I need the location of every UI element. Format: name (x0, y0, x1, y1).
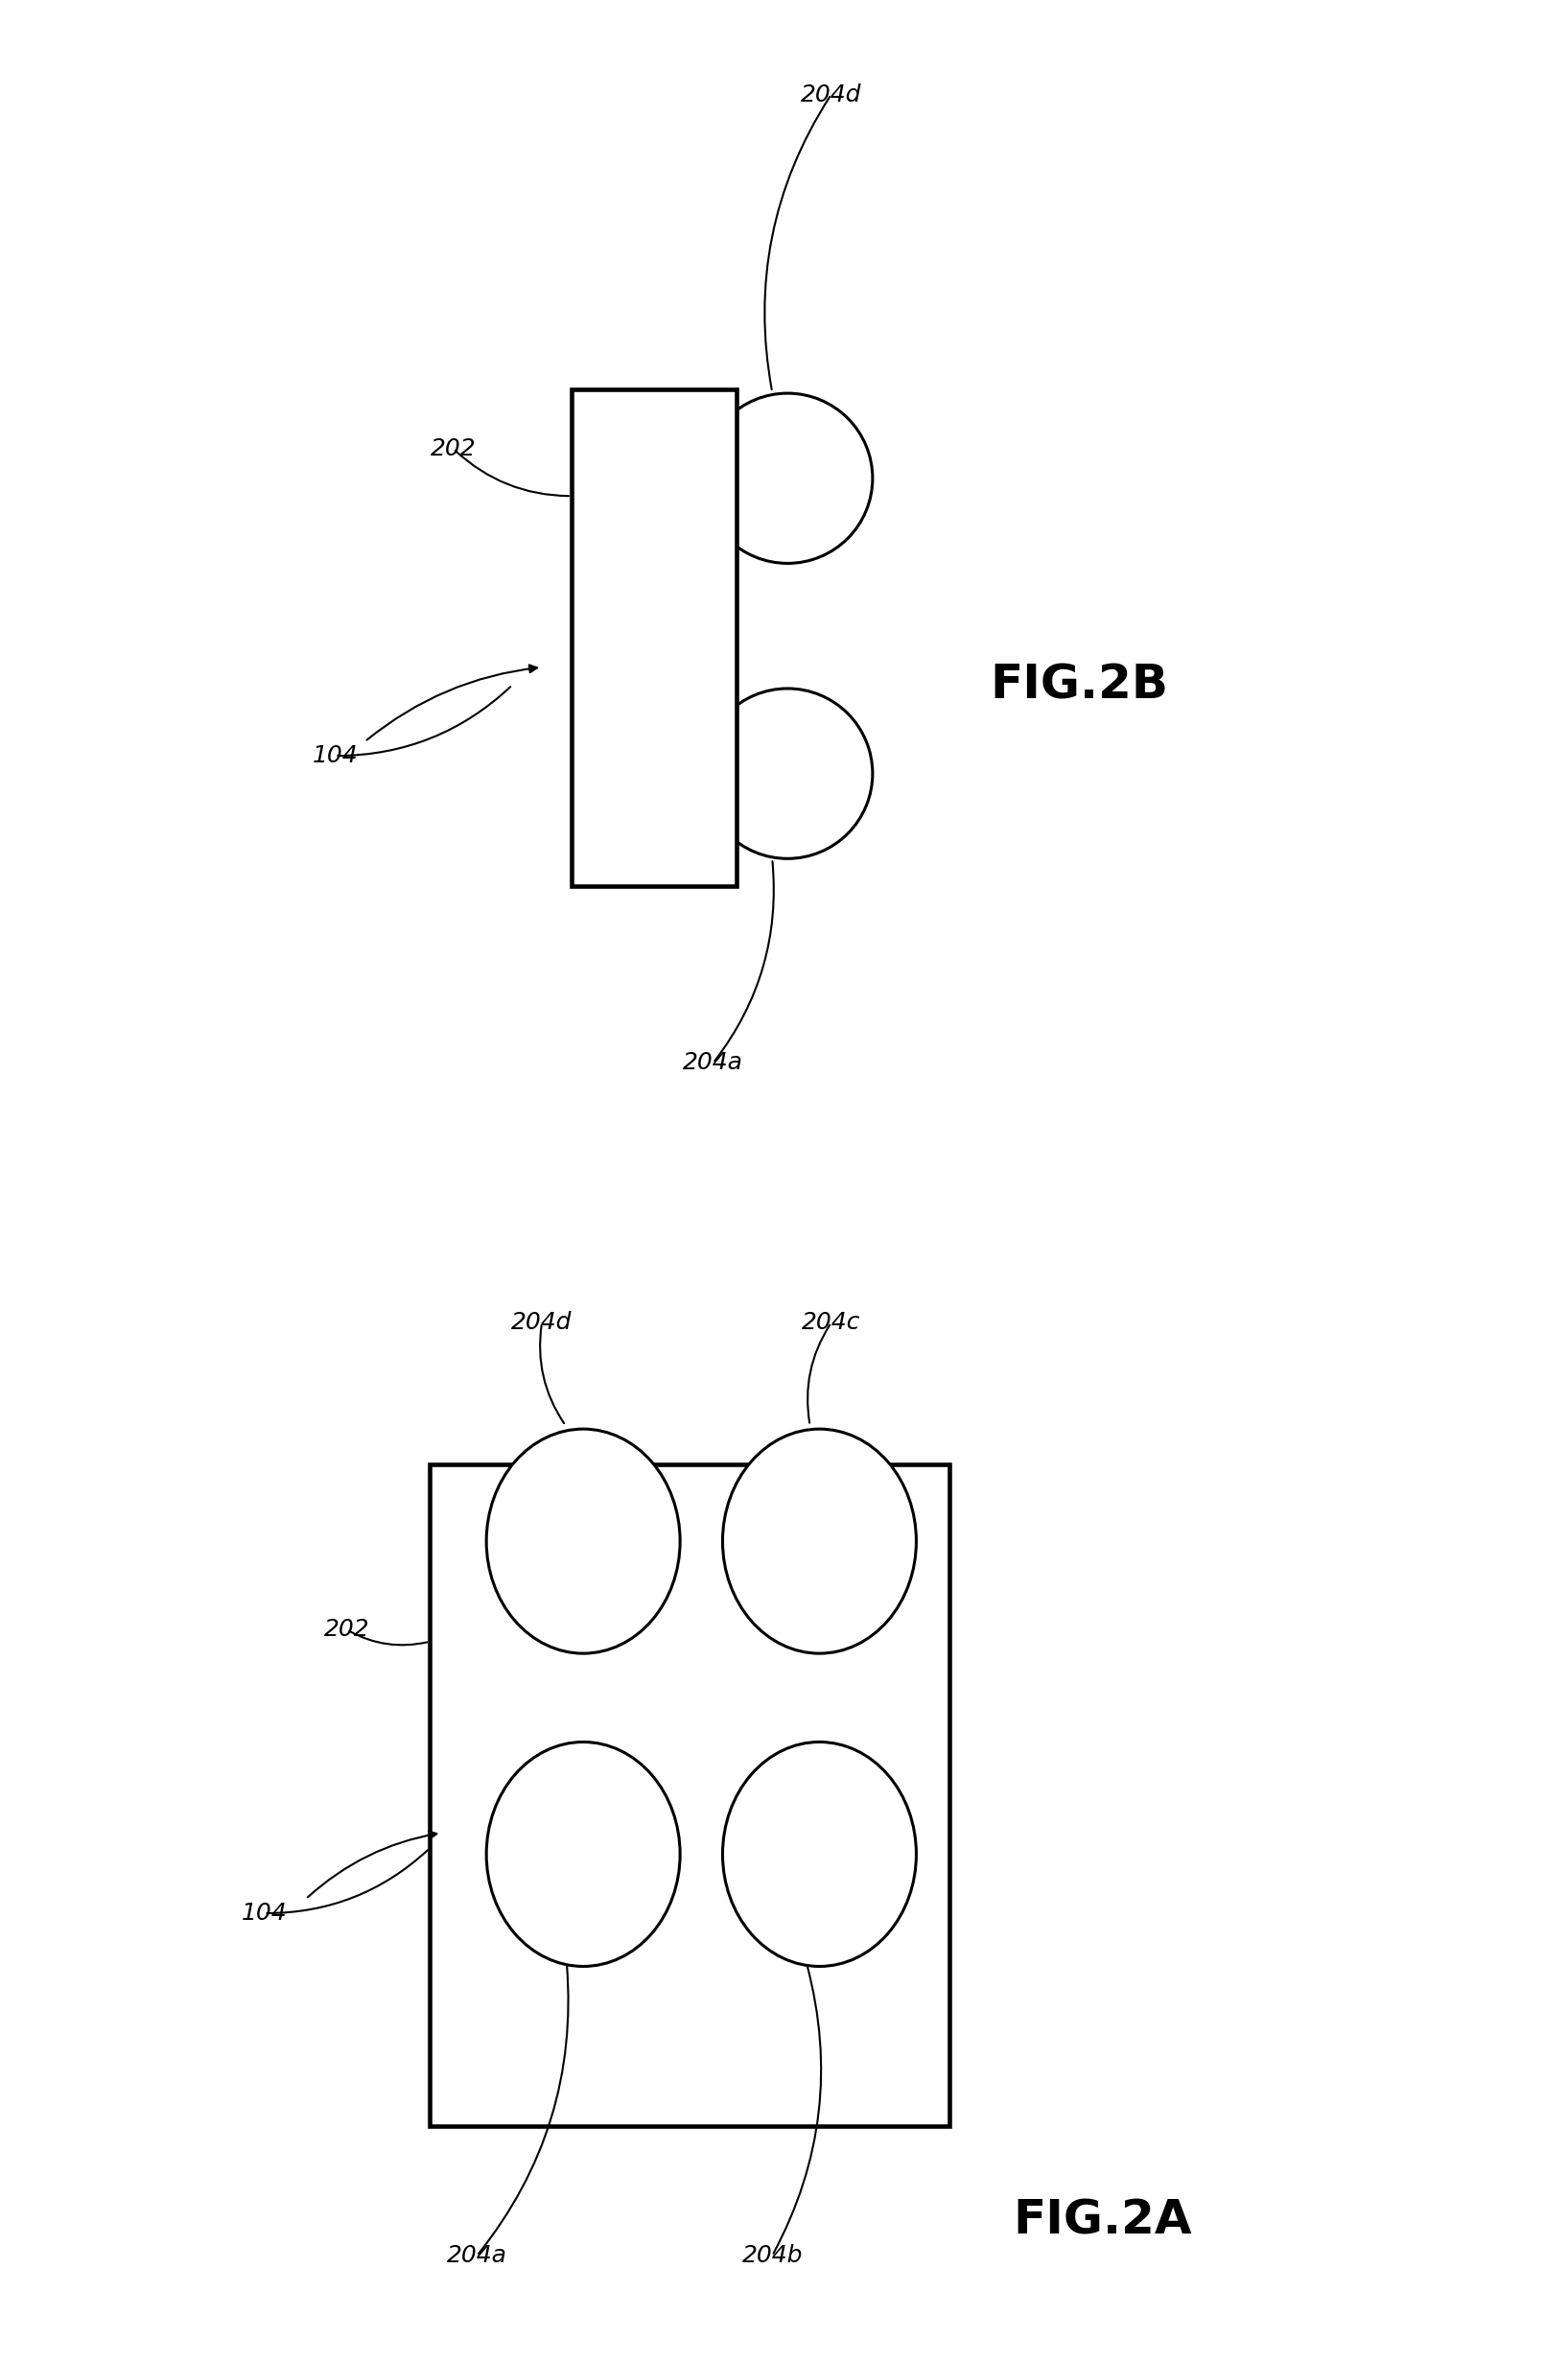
Text: 204d: 204d (801, 83, 862, 106)
Text: FIG.2B: FIG.2B (989, 661, 1168, 709)
Text: 202: 202 (431, 437, 477, 461)
Bar (430, 1464, 949, 2126)
Text: 104: 104 (241, 1901, 287, 1925)
Ellipse shape (723, 1429, 916, 1653)
Text: 204a: 204a (684, 1051, 743, 1075)
Text: 202: 202 (325, 1618, 370, 1642)
Text: 204c: 204c (801, 1311, 861, 1335)
Ellipse shape (486, 1429, 681, 1653)
Text: 204b: 204b (742, 2244, 803, 2268)
Text: 204d: 204d (511, 1311, 572, 1335)
Text: 204a: 204a (447, 2244, 506, 2268)
Text: 104: 104 (312, 744, 358, 768)
Ellipse shape (486, 1743, 681, 1965)
Circle shape (702, 392, 872, 565)
Bar (571, 390, 737, 886)
Circle shape (702, 690, 872, 860)
Ellipse shape (723, 1743, 916, 1965)
Text: FIG.2A: FIG.2A (1013, 2197, 1192, 2244)
